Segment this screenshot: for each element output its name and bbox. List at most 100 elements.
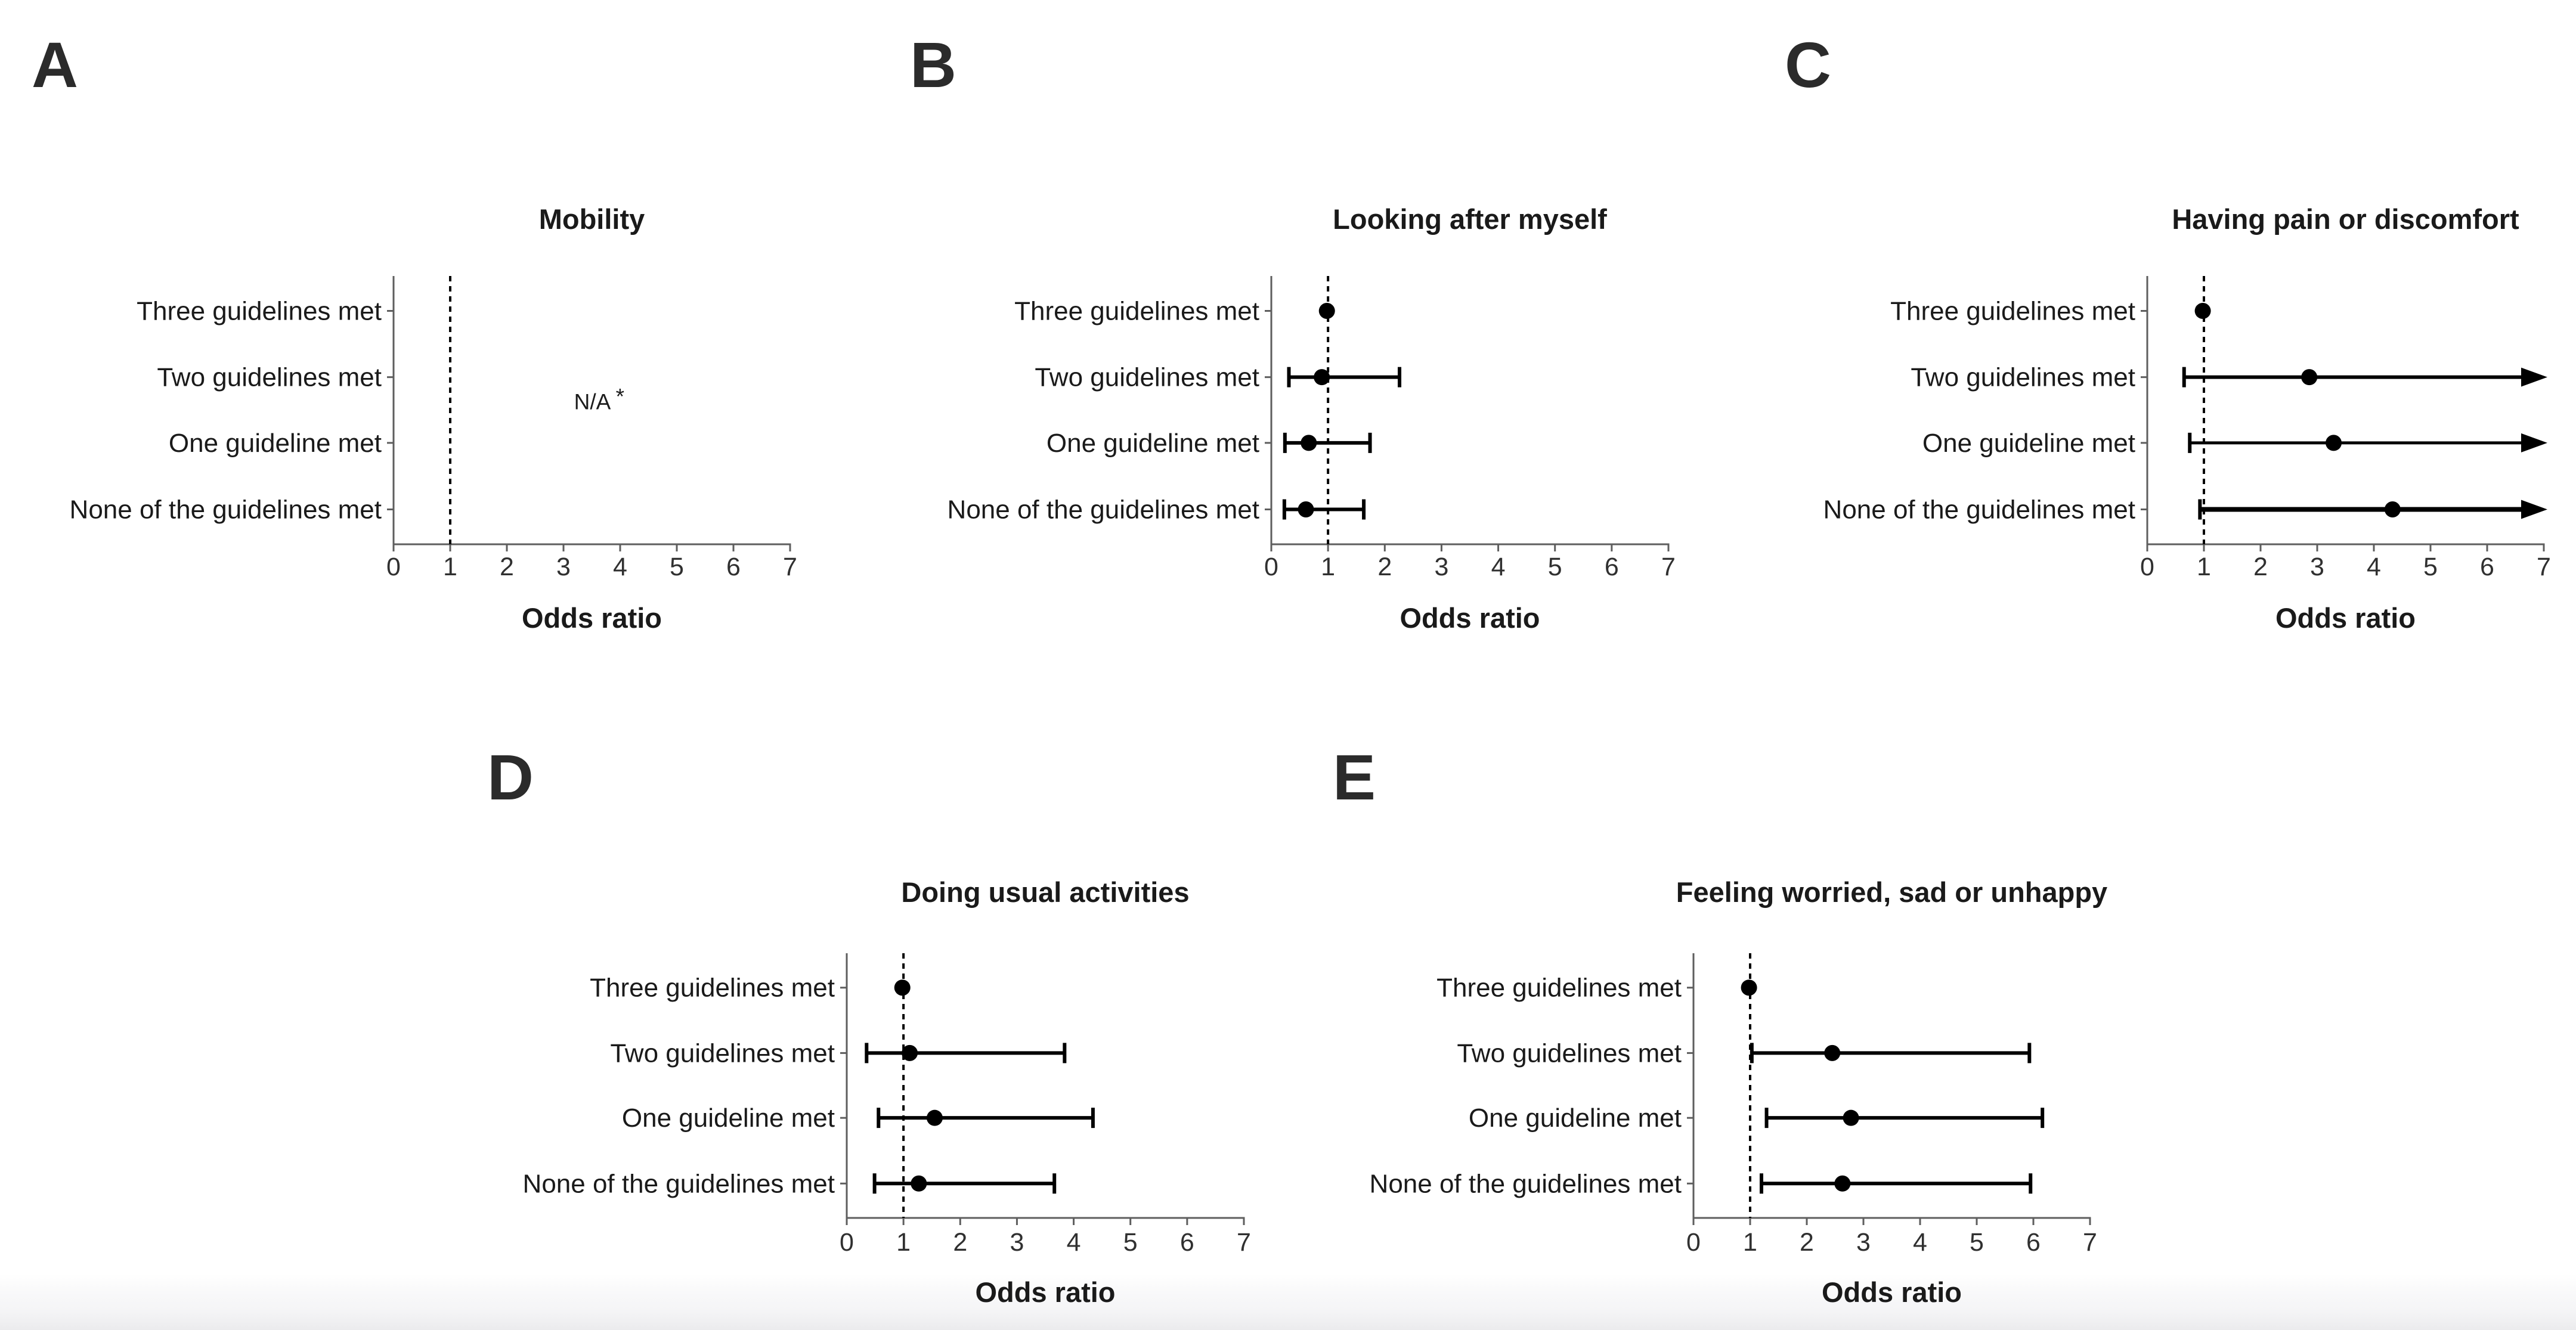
or-point — [1834, 1175, 1851, 1192]
x-axis-title: Odds ratio — [1822, 1276, 1962, 1308]
x-axis-title: Odds ratio — [975, 1276, 1115, 1308]
x-tick-label: 0 — [2140, 553, 2154, 581]
x-tick-label: 3 — [1434, 553, 1448, 581]
x-tick-label: 2 — [1377, 553, 1392, 581]
x-tick-label: 7 — [783, 553, 797, 581]
x-tick-label: 1 — [2197, 553, 2211, 581]
category-label: One guideline met — [169, 429, 382, 458]
x-tick-label: 4 — [1067, 1228, 1081, 1257]
or-point — [1824, 1044, 1841, 1061]
or-point — [1741, 979, 1757, 996]
x-tick-label: 1 — [1743, 1228, 1757, 1257]
panel-A: A Mobility 0 1 2 3 4 5 6 7 Three guidelines met Two… — [32, 29, 797, 634]
category-label: Two guidelines met — [1035, 363, 1259, 392]
panel-E: E Feeling worried, sad or unhappy 0 1 2 3 4 5 6 7… — [1333, 741, 2107, 1308]
category-label: One guideline met — [1469, 1103, 1682, 1133]
category-label: Three guidelines met — [1014, 297, 1259, 326]
ci-arrow-high — [2521, 433, 2547, 452]
panel-title: Feeling worried, sad or unhappy — [1676, 876, 2107, 908]
x-tick-label: 0 — [1264, 553, 1278, 581]
x-tick-label: 5 — [1970, 1228, 1984, 1257]
category-label: None of the guidelines met — [1370, 1169, 1682, 1198]
category-label: One guideline met — [1046, 429, 1259, 458]
x-tick-label: 1 — [443, 553, 457, 581]
x-tick-label: 1 — [896, 1228, 911, 1257]
panel-C: C Having pain or discomfort 0 1 2 3 4 5 6 7 Three … — [1785, 29, 2551, 634]
x-tick-label: 3 — [1856, 1228, 1871, 1257]
x-tick-label: 3 — [1010, 1228, 1024, 1257]
category-label: Two guidelines met — [1911, 363, 2135, 392]
x-tick-label: 0 — [1686, 1228, 1701, 1257]
panel-letter: A — [32, 29, 78, 101]
category-label: One guideline met — [622, 1103, 835, 1133]
x-tick-label: 6 — [2026, 1228, 2041, 1257]
x-tick-label: 7 — [2537, 553, 2551, 581]
panel-title: Doing usual activities — [901, 876, 1189, 908]
x-tick-label: 4 — [1913, 1228, 1927, 1257]
panel-title: Having pain or discomfort — [2172, 203, 2519, 235]
x-tick-label: 5 — [1548, 553, 1562, 581]
or-point — [926, 1109, 943, 1126]
x-tick-label: 4 — [2367, 553, 2381, 581]
category-label: Three guidelines met — [1890, 297, 2135, 326]
x-tick-label: 5 — [670, 553, 684, 581]
x-tick-label: 5 — [1123, 1228, 1138, 1257]
x-tick-label: 6 — [2480, 553, 2494, 581]
x-tick-label: 6 — [726, 553, 741, 581]
or-point — [894, 979, 911, 996]
panel-letter: E — [1333, 741, 1376, 813]
x-axis-title: Odds ratio — [1400, 602, 1540, 634]
category-label: Three guidelines met — [590, 974, 835, 1003]
x-tick-label: 2 — [953, 1228, 967, 1257]
or-point — [902, 1044, 918, 1061]
x-tick-label: 3 — [2310, 553, 2324, 581]
x-tick-label: 6 — [1180, 1228, 1194, 1257]
or-point — [2384, 501, 2401, 517]
x-tick-label: 2 — [2253, 553, 2268, 581]
or-point — [911, 1175, 927, 1192]
or-point — [1314, 369, 1330, 386]
x-tick-label: 0 — [840, 1228, 854, 1257]
x-axis-title: Odds ratio — [522, 602, 662, 634]
category-label: Two guidelines met — [157, 363, 382, 392]
panel-title: Looking after myself — [1333, 203, 1607, 235]
or-point — [2326, 435, 2342, 451]
or-point — [2301, 369, 2318, 386]
category-label: None of the guidelines met — [523, 1169, 835, 1198]
x-axis-title: Odds ratio — [2275, 602, 2416, 634]
panel-letter: D — [487, 741, 534, 813]
x-tick-label: 7 — [1237, 1228, 1251, 1257]
category-label: One guideline met — [1922, 429, 2135, 458]
category-label: None of the guidelines met — [70, 495, 382, 525]
category-label: Two guidelines met — [1457, 1038, 1682, 1068]
x-tick-label: 7 — [1661, 553, 1676, 581]
panel-letter: B — [910, 29, 956, 101]
panels-group: A Mobility 0 1 2 3 4 5 6 7 Three guidelines met Two… — [32, 29, 2551, 1308]
x-tick-label: 2 — [500, 553, 514, 581]
or-point — [1318, 303, 1335, 319]
or-point — [1298, 501, 1314, 517]
category-label: None of the guidelines met — [948, 495, 1259, 525]
x-tick-label: 6 — [1605, 553, 1619, 581]
panel-title: Mobility — [539, 203, 645, 235]
x-tick-label: 5 — [2423, 553, 2438, 581]
ci-arrow-high — [2521, 500, 2547, 519]
panel-D: D Doing usual activities 0 1 2 3 4 5 6 7 Three gui… — [487, 741, 1251, 1308]
x-tick-label: 3 — [556, 553, 571, 581]
x-tick-label: 4 — [613, 553, 627, 581]
x-tick-label: 0 — [386, 553, 401, 581]
ci-arrow-high — [2521, 367, 2547, 387]
or-point — [2194, 303, 2211, 319]
x-tick-label: 2 — [1800, 1228, 1814, 1257]
x-tick-label: 7 — [2083, 1228, 2097, 1257]
panel-letter: C — [1785, 29, 1831, 101]
x-tick-label: 4 — [1491, 553, 1506, 581]
na-annotation: N/A * — [574, 385, 624, 414]
or-point — [1301, 435, 1317, 451]
category-label: Three guidelines met — [137, 297, 382, 326]
category-label: Three guidelines met — [1436, 974, 1682, 1003]
bottom-gradient-band — [0, 1274, 2576, 1330]
category-label: Two guidelines met — [610, 1038, 835, 1068]
